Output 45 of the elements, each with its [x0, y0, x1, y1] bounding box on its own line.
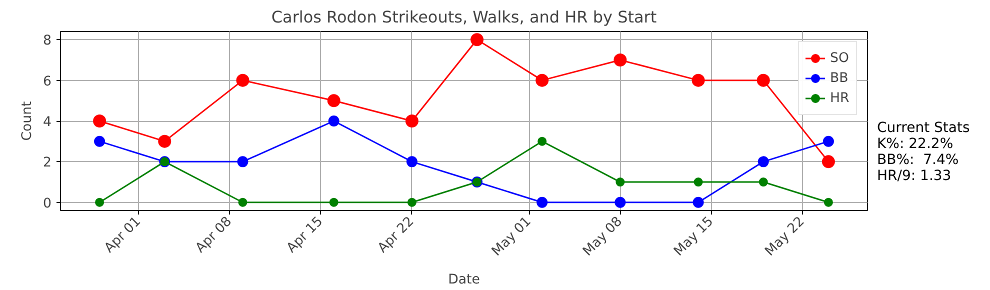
- y-tick-label: 0: [43, 196, 52, 212]
- point: [470, 33, 484, 46]
- y-tick-label: 6: [43, 74, 52, 90]
- point: [758, 156, 769, 168]
- y-tick-label: 4: [43, 115, 52, 130]
- point: [614, 196, 626, 208]
- legend-label: BB: [830, 70, 850, 86]
- point: [94, 136, 106, 147]
- point: [538, 136, 547, 146]
- legend-label: HR: [830, 90, 850, 106]
- point: [329, 198, 338, 207]
- point: [406, 156, 418, 168]
- point: [758, 178, 768, 187]
- point: [824, 198, 833, 207]
- x-axis-title: Date: [448, 272, 480, 288]
- legend-label: SO: [830, 50, 850, 66]
- y-tick-label: 8: [43, 34, 52, 49]
- point: [614, 53, 627, 66]
- x-tick-label: Apr 01: [102, 214, 144, 256]
- point: [692, 196, 704, 208]
- x-tick-label: Apr 15: [284, 214, 326, 256]
- y-tick-label: 2: [43, 156, 52, 171]
- point: [405, 114, 418, 128]
- point: [236, 74, 250, 87]
- point: [238, 198, 248, 207]
- point: [536, 196, 548, 208]
- point: [694, 178, 703, 187]
- point: [822, 136, 834, 147]
- x-tick-label: Apr 08: [193, 214, 236, 256]
- point: [327, 94, 340, 108]
- point: [237, 156, 248, 168]
- text: Current Stats K%: 22.2% BB%: 7.4% HR/9: 1.33: [877, 120, 970, 184]
- y-axis-title: Count: [20, 101, 36, 141]
- point: [756, 74, 770, 87]
- point: [616, 178, 625, 187]
- point: [93, 114, 106, 128]
- point: [158, 134, 172, 148]
- point: [822, 155, 835, 168]
- point: [407, 198, 416, 207]
- point: [95, 198, 104, 207]
- point: [692, 74, 705, 87]
- point: [328, 116, 340, 126]
- chart-title: Carlos Rodon Strikeouts, Walks, and HR by Start: [271, 8, 657, 26]
- point: [536, 74, 549, 87]
- x-tick-label: Apr 22: [375, 214, 418, 256]
